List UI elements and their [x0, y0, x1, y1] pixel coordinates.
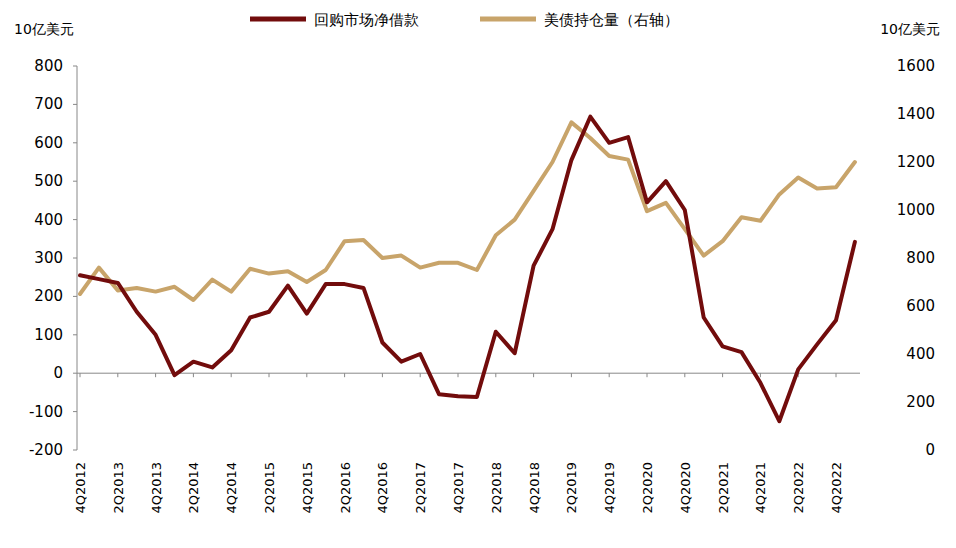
y-tick-label: 400 — [34, 211, 63, 229]
y-tick-label: 0 — [53, 364, 63, 382]
x-tick — [760, 373, 761, 377]
x-axis-line — [77, 373, 860, 374]
y2-tick-label: 1000 — [897, 201, 935, 219]
x-tick-label: 4Q2021 — [753, 462, 768, 514]
x-tick-label: 2Q2013 — [111, 462, 126, 514]
y-tick-label: 800 — [34, 57, 63, 75]
x-tick-label: 4Q2022 — [829, 462, 844, 514]
y-tick — [73, 181, 77, 182]
y-tick — [73, 373, 77, 374]
y2-tick-label: 200 — [906, 393, 935, 411]
y2-tick — [860, 114, 863, 115]
y-tick — [73, 66, 77, 67]
x-tick-label: 2Q2016 — [338, 462, 353, 514]
series-line — [80, 122, 855, 300]
y-tick — [73, 219, 77, 220]
x-tick — [80, 373, 81, 377]
y-tick — [73, 258, 77, 259]
legend-label: 美债持仓量（右轴） — [544, 11, 679, 29]
y2-tick-label: 1200 — [897, 153, 935, 171]
y-tick-label: -100 — [29, 403, 63, 421]
legend-swatch — [250, 17, 306, 22]
x-tick — [495, 373, 496, 377]
y2-tick — [860, 258, 863, 259]
y-tick — [73, 411, 77, 412]
x-tick — [155, 373, 156, 377]
x-tick — [269, 373, 270, 377]
y2-tick — [860, 402, 863, 403]
x-tick-label: 4Q2013 — [149, 462, 164, 514]
y-tick-label: 300 — [34, 249, 63, 267]
x-tick — [533, 373, 534, 377]
x-tick — [306, 373, 307, 377]
x-tick — [609, 373, 610, 377]
y2-tick-label: 400 — [906, 345, 935, 363]
x-tick-label: 2Q2014 — [186, 462, 201, 514]
x-tick-label: 4Q2014 — [224, 462, 239, 514]
y-tick-label: 100 — [34, 326, 63, 344]
x-tick-label: 2Q2015 — [262, 462, 277, 514]
x-tick — [647, 373, 648, 377]
x-tick-label: 4Q2018 — [527, 462, 542, 514]
y2-tick — [860, 450, 863, 451]
y2-axis-label: 10亿美元 — [880, 21, 940, 37]
x-tick-label: 4Q2017 — [451, 462, 466, 514]
legend-label: 回购市场净借款 — [314, 11, 419, 29]
x-tick-label: 2Q2020 — [640, 462, 655, 514]
x-tick — [458, 373, 459, 377]
series-line — [80, 117, 855, 422]
x-tick-label: 2Q2021 — [716, 462, 731, 514]
y-axis-label: 10亿美元 — [14, 21, 74, 37]
x-tick-label: 4Q2016 — [375, 462, 390, 514]
y-tick-label: 700 — [34, 95, 63, 113]
y2-tick-label: 600 — [906, 297, 935, 315]
x-tick-label: 4Q2012 — [73, 462, 88, 514]
y-tick — [73, 450, 77, 451]
y2-tick — [860, 354, 863, 355]
y2-tick — [860, 210, 863, 211]
x-tick — [382, 373, 383, 377]
y2-tick — [860, 162, 863, 163]
y-tick — [73, 104, 77, 105]
x-tick — [420, 373, 421, 377]
y-tick-label: 600 — [34, 134, 63, 152]
x-tick-label: 4Q2020 — [678, 462, 693, 514]
y2-tick-label: 1600 — [897, 57, 935, 75]
y2-tick — [860, 306, 863, 307]
x-tick — [344, 373, 345, 377]
y-tick-label: -200 — [29, 441, 63, 459]
y2-tick-label: 800 — [906, 249, 935, 267]
y-tick-label: 500 — [34, 172, 63, 190]
x-tick — [193, 373, 194, 377]
legend-swatch — [480, 17, 536, 22]
x-tick — [722, 373, 723, 377]
plot-area — [80, 117, 855, 422]
x-tick — [836, 373, 837, 377]
x-tick-label: 4Q2015 — [300, 462, 315, 514]
x-tick-label: 4Q2019 — [602, 462, 617, 514]
x-tick — [117, 373, 118, 377]
x-tick-label: 2Q2022 — [791, 462, 806, 514]
x-tick — [231, 373, 232, 377]
x-tick-label: 2Q2019 — [564, 462, 579, 514]
x-tick — [684, 373, 685, 377]
y2-tick-label: 0 — [925, 441, 935, 459]
x-tick-label: 2Q2017 — [413, 462, 428, 514]
y-tick — [73, 296, 77, 297]
y-tick — [73, 334, 77, 335]
x-tick — [571, 373, 572, 377]
y2-tick-label: 1400 — [897, 105, 935, 123]
y-tick — [73, 142, 77, 143]
chart: 10亿美元 10亿美元 -200 -100 0 100 200 300 400 500 600 700… — [0, 0, 956, 548]
x-tick-label: 2Q2018 — [489, 462, 504, 514]
y-tick-label: 200 — [34, 287, 63, 305]
y2-tick — [860, 66, 863, 67]
